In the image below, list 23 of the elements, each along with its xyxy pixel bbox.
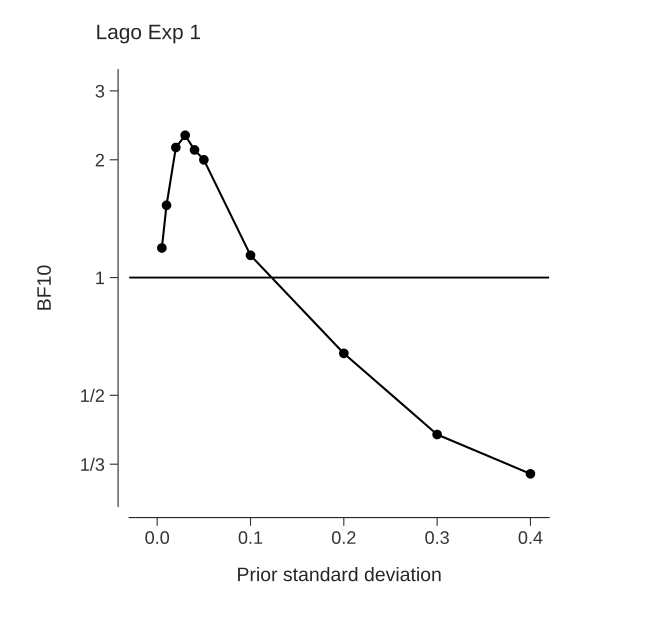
point xyxy=(180,130,190,140)
y-axis-title: BF10 xyxy=(37,266,51,310)
y-tick-label: 1/3 xyxy=(81,458,104,471)
y-tick-label: 2 xyxy=(96,154,104,166)
point xyxy=(198,154,209,165)
point xyxy=(162,200,172,210)
y-tick-label: 1/2 xyxy=(81,388,104,402)
x-tick-label: 0.2 xyxy=(332,531,356,544)
point xyxy=(432,430,442,440)
point xyxy=(170,142,181,152)
x-tick-label: 0.4 xyxy=(518,531,542,544)
point xyxy=(156,243,167,253)
x-axis-title: Prior standard deviation xyxy=(238,566,441,582)
x-tick-label: 0.0 xyxy=(145,531,170,544)
point xyxy=(338,348,349,358)
y-tick-label: 1 xyxy=(96,272,104,284)
point xyxy=(190,145,200,155)
x-tick-label: 0.3 xyxy=(425,531,449,544)
point xyxy=(246,250,256,260)
chart-title: Lago Exp 1 xyxy=(97,24,200,44)
x-tick-label: 0.1 xyxy=(238,531,262,544)
point xyxy=(526,468,536,479)
y-tick-label: 3 xyxy=(96,84,104,98)
